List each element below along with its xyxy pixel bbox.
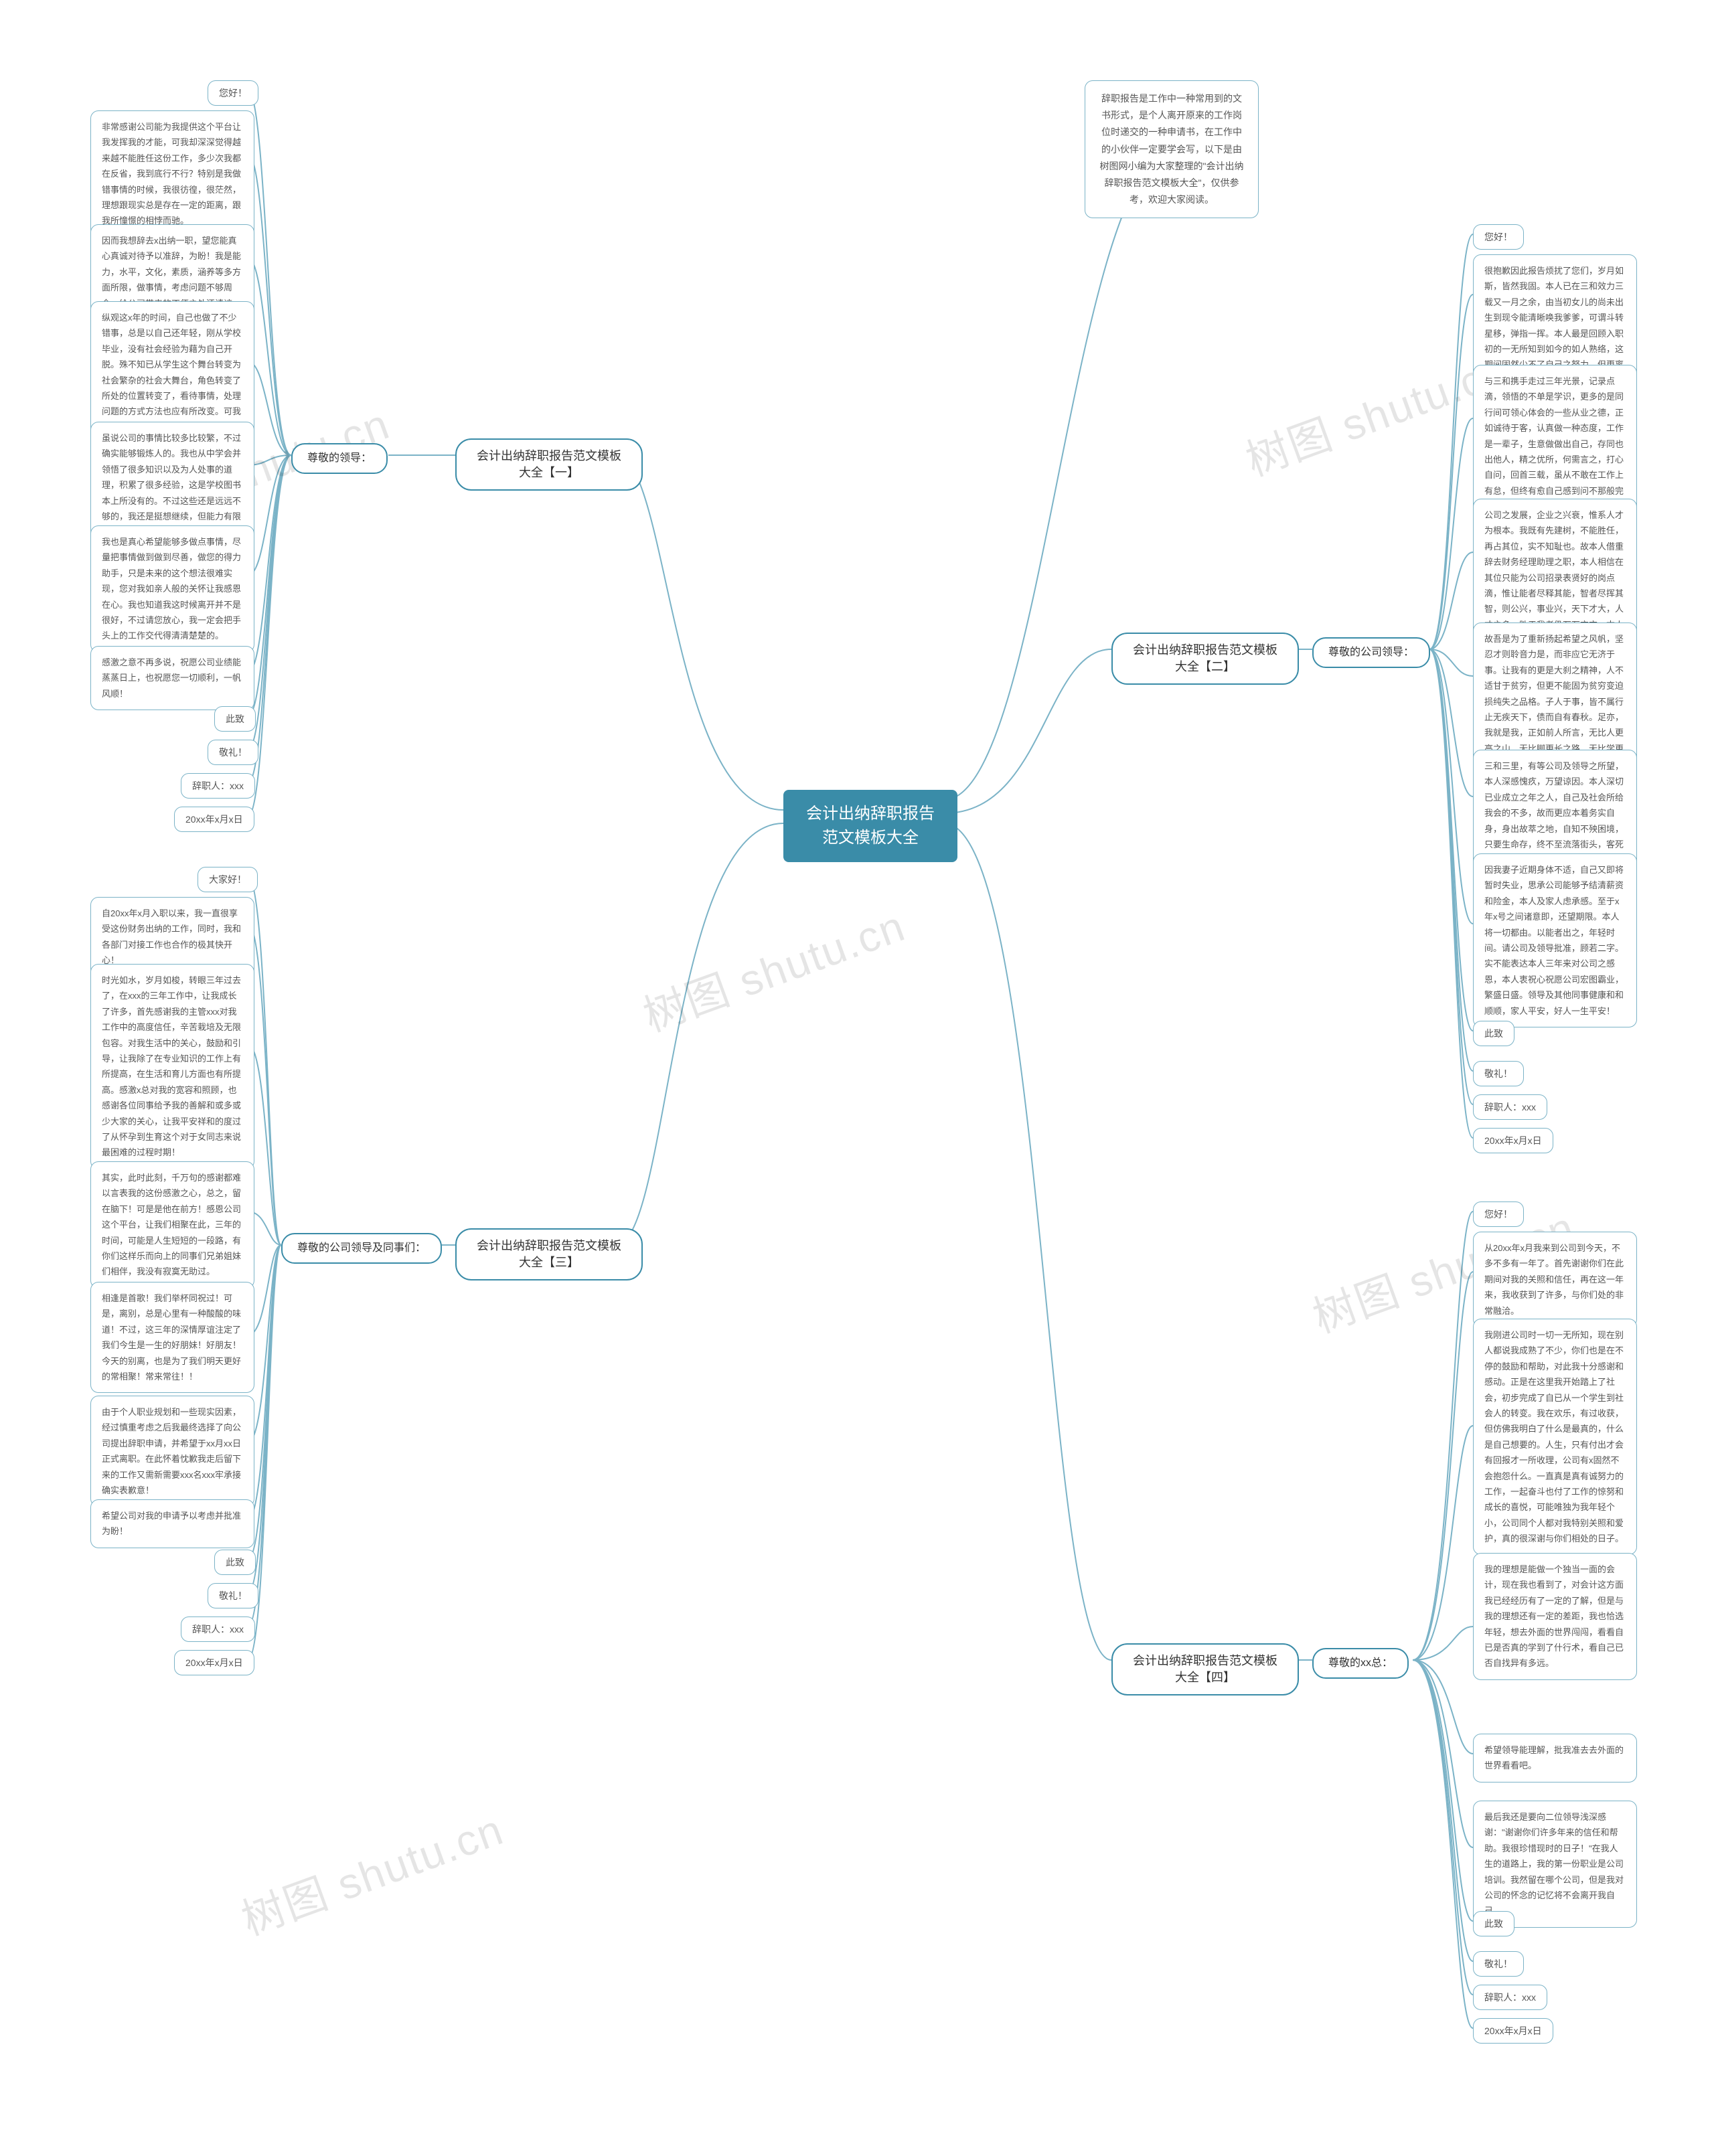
leaf: 20xx年x月x日 (174, 1650, 254, 1675)
leaf: 敬礼！ (208, 1583, 258, 1608)
leaf: 此致 (214, 706, 256, 732)
watermark: 树图 shutu.cn (634, 892, 913, 1044)
leaf: 辞职人：xxx (181, 773, 255, 799)
leaf: 希望公司对我的申请予以考虑并批准为盼！ (90, 1499, 254, 1548)
watermark: 树图 shutu.cn (232, 1796, 511, 1948)
branch-1-sub: 尊敬的领导： (291, 443, 388, 474)
branch-2-sub: 尊敬的公司领导： (1312, 637, 1430, 668)
mindmap-connectors (0, 0, 1714, 2156)
leaf: 您好！ (208, 80, 258, 106)
leaf: 时光如水，岁月如梭，转眼三年过去了，在xxx的三年工作中，让我成长了许多，首先感… (90, 964, 254, 1169)
leaf: 20xx年x月x日 (1473, 1128, 1553, 1153)
leaf: 辞职人：xxx (181, 1616, 255, 1642)
leaf: 大家好！ (198, 867, 258, 892)
leaf: 感激之意不再多说，祝愿公司业绩能蒸蒸日上，也祝愿您一切顺利，一帆风顺！ (90, 646, 254, 710)
branch-3: 会计出纳辞职报告范文模板大全【三】 (455, 1228, 643, 1280)
root-node: 会计出纳辞职报告范文模板大全 (783, 790, 957, 862)
leaf: 我的理想是能做一个独当一面的会计，现在我也看到了，对会计这方面我已经经历有了一定… (1473, 1553, 1637, 1680)
leaf: 您好！ (1473, 1201, 1524, 1227)
leaf: 非常感谢公司能为我提供这个平台让我发挥我的才能，可我却深深觉得越来越不能胜任这份… (90, 110, 254, 238)
leaf: 敬礼！ (208, 740, 258, 765)
intro-node: 辞职报告是工作中一种常用到的文书形式，是个人离开原来的工作岗位时递交的一种申请书… (1085, 80, 1259, 218)
leaf: 其实，此时此刻，千万句的感谢都难以言表我的这份感激之心，总之，留在脑下！可是是他… (90, 1161, 254, 1289)
leaf: 敬礼！ (1473, 1061, 1524, 1086)
leaf: 相逢是首歌！我们举杯同祝过！可是，离别，总是心里有一种酸酸的味道！不过，这三年的… (90, 1282, 254, 1393)
branch-2: 会计出纳辞职报告范文模板大全【二】 (1111, 633, 1299, 685)
leaf: 此致 (1473, 1021, 1514, 1046)
leaf: 辞职人：xxx (1473, 1094, 1547, 1120)
leaf: 辞职人：xxx (1473, 1985, 1547, 2010)
leaf: 20xx年x月x日 (1473, 2018, 1553, 2044)
leaf: 因我妻子近期身体不适，自己又即将暂时失业，思承公司能够予结清薪资和险金，本人及家… (1473, 853, 1637, 1027)
leaf: 从20xx年x月我来到公司到今天，不多不多有一年了。首先谢谢你们在此期间对我的关… (1473, 1232, 1637, 1327)
leaf: 我刚进公司时一切一无所知，现在别人都说我成熟了不少，你们也是在不停的鼓励和帮助，… (1473, 1319, 1637, 1555)
leaf: 此致 (1473, 1911, 1514, 1936)
leaf: 您好！ (1473, 224, 1524, 250)
branch-4: 会计出纳辞职报告范文模板大全【四】 (1111, 1643, 1299, 1695)
leaf: 最后我还是要向二位领导浅深感谢："谢谢你们许多年来的信任和帮助。我很珍惜现时的日… (1473, 1801, 1637, 1928)
branch-1: 会计出纳辞职报告范文模板大全【一】 (455, 438, 643, 491)
branch-3-sub: 尊敬的公司领导及同事们： (281, 1233, 442, 1264)
leaf: 敬礼！ (1473, 1951, 1524, 1977)
leaf: 希望领导能理解，批我准去去外面的世界看看吧。 (1473, 1734, 1637, 1782)
leaf: 由于个人职业规划和一些现实因素，经过慎重考虑之后我最终选择了向公司提出辞职申请，… (90, 1396, 254, 1507)
leaf: 此致 (214, 1550, 256, 1575)
leaf: 20xx年x月x日 (174, 807, 254, 832)
branch-4-sub: 尊敬的xx总： (1312, 1648, 1409, 1679)
leaf: 我也是真心希望能够多做点事情，尽量把事情做到做到尽善，做您的得力助手，只是未来的… (90, 525, 254, 653)
